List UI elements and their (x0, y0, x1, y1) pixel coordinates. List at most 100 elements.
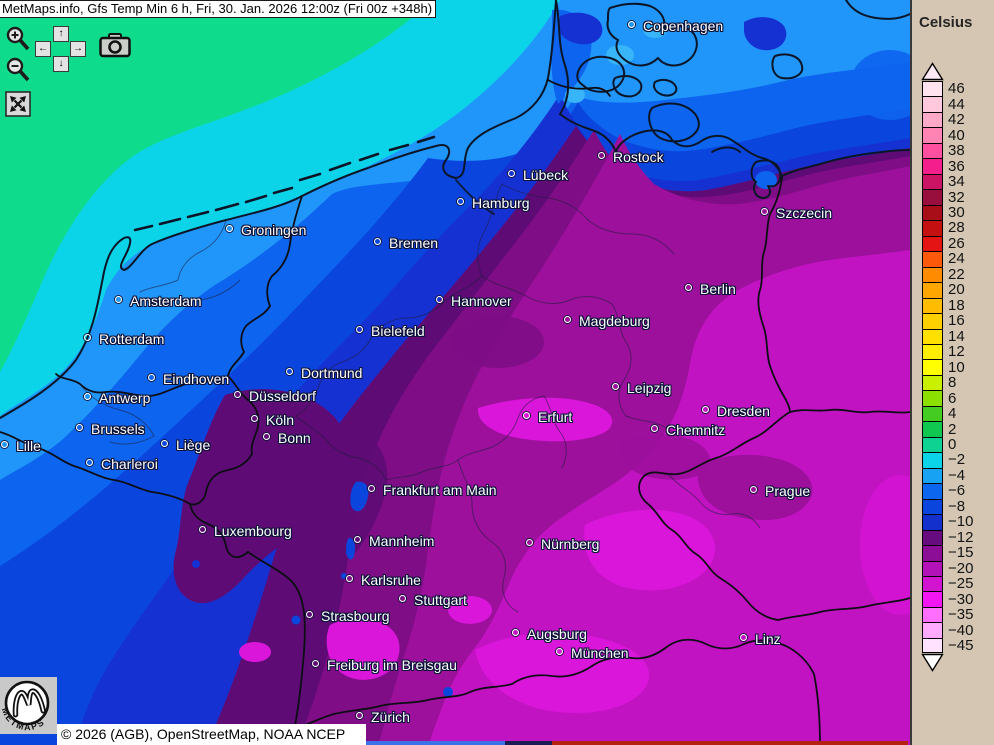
attribution-bar: © 2026 (AGB), OpenStreetMap, NOAA NCEP (57, 724, 366, 745)
legend-entry: 44 (922, 95, 973, 113)
legend-value-label: 8 (948, 374, 957, 392)
legend-value-label: −45 (948, 637, 974, 655)
legend-value-label: 26 (948, 234, 965, 252)
legend-value-label: −6 (948, 482, 966, 500)
legend-value-label: 42 (948, 111, 965, 129)
legend-color-swatch (922, 606, 943, 623)
legend-color-swatch (922, 266, 943, 283)
legend-color-swatch (922, 529, 943, 546)
legend-entry: 4 (922, 405, 973, 422)
legend-value-label: −15 (948, 544, 974, 562)
legend-color-swatch (922, 142, 943, 159)
zoom-in-button[interactable] (5, 25, 33, 59)
legend-value-label: 28 (948, 219, 965, 237)
legend-title: Celsius (919, 14, 973, 31)
legend-color-swatch (922, 514, 943, 530)
metmaps-logo[interactable]: METMAPS (0, 677, 57, 734)
legend-color-swatch (922, 560, 943, 576)
bottom-edge-strip-dark (505, 741, 552, 745)
legend-color-swatch (922, 189, 943, 205)
legend-value-label: −35 (948, 606, 974, 624)
legend-color-swatch (922, 328, 943, 344)
legend-color-swatch (922, 591, 943, 607)
legend-value-label: 30 (948, 203, 965, 221)
legend-value-label: 46 (948, 80, 965, 98)
legend-color-swatch (922, 173, 943, 190)
metmaps-logo-icon: METMAPS (0, 680, 50, 732)
bottom-edge-strip-red (552, 741, 908, 745)
legend-color-swatch (922, 81, 943, 97)
legend-color-swatch (922, 622, 943, 638)
weather-map[interactable]: Copenhagen Rostock Lübeck Hamburg Szczecin Gr… (0, 0, 910, 745)
legend-color-swatch (922, 220, 943, 236)
arrow-up-icon: ↑ (58, 28, 64, 39)
legend-value-label: −30 (948, 590, 974, 608)
legend-entry: −35 (922, 606, 974, 624)
legend-value-label: 18 (948, 296, 965, 314)
legend-entry: 10 (922, 359, 973, 375)
legend-entry: −25 (922, 576, 973, 592)
legend-entry: 16 (922, 312, 973, 330)
legend-color-swatch (922, 498, 943, 515)
legend-sidebar: Celsius 46 44 42 40 38 36 34 32 30 28 26 24 22 20 18 16… (910, 0, 994, 745)
legend-value-label: 32 (948, 188, 965, 206)
temperature-contour-layer (0, 0, 910, 745)
legend-value-label: 12 (948, 343, 965, 361)
legend-value-label: 6 (948, 389, 957, 407)
legend-arrow-down-icon (921, 653, 944, 672)
legend-entry: −8 (922, 498, 973, 515)
legend-value-label: 0 (948, 436, 957, 454)
legend-value-label: 40 (948, 126, 965, 144)
legend-color-swatch (922, 467, 943, 484)
legend-color-swatch (922, 235, 943, 252)
legend-value-label: −10 (948, 513, 974, 531)
legend-color-swatch (922, 297, 943, 314)
legend-color-swatch (922, 343, 943, 360)
map-title-text: MetMaps.info, Gfs Temp Min 6 h, Fri, 30.… (2, 1, 433, 16)
legend-color-swatch (922, 251, 943, 267)
map-title-bar: MetMaps.info, Gfs Temp Min 6 h, Fri, 30.… (0, 0, 437, 18)
fullscreen-button[interactable] (5, 91, 31, 122)
legend-color-swatch (922, 390, 943, 406)
pan-right-button[interactable]: → (70, 41, 86, 57)
snapshot-button[interactable] (99, 32, 132, 64)
legend-entry: 42 (922, 111, 973, 129)
legend-value-label: 16 (948, 312, 965, 330)
legend-color-swatch (922, 483, 943, 499)
legend-value-label: 22 (948, 265, 965, 283)
legend-value-label: 44 (948, 95, 965, 113)
pan-down-button[interactable]: ↓ (53, 56, 69, 72)
legend-entry: 2 (922, 420, 973, 438)
legend-entry: 22 (922, 265, 973, 283)
legend-entry: −6 (922, 482, 973, 500)
pan-left-button[interactable]: ← (35, 41, 51, 57)
legend-entry: 24 (922, 250, 973, 268)
legend-entry: −4 (922, 466, 973, 484)
legend-entry: 20 (922, 282, 973, 298)
legend-entry: −10 (922, 513, 974, 531)
legend-entry: 6 (922, 389, 973, 407)
legend-value-label: −12 (948, 528, 974, 546)
legend-value-label: 34 (948, 173, 965, 191)
legend-value-label: 24 (948, 250, 965, 268)
legend-color-swatch (922, 313, 943, 329)
legend-value-label: −4 (948, 466, 966, 484)
legend-color-swatch (922, 576, 943, 592)
legend-color-swatch (922, 111, 943, 128)
legend-color-swatch (922, 452, 943, 468)
legend-entry: 26 (922, 234, 973, 252)
legend-value-label: 36 (948, 157, 965, 175)
legend-entry: 28 (922, 219, 973, 237)
attribution-text: © 2026 (AGB), OpenStreetMap, NOAA NCEP (61, 726, 346, 742)
legend-entry: −20 (922, 559, 974, 577)
legend-entry: 12 (922, 343, 973, 361)
bottom-edge-strip-blue (365, 741, 505, 745)
pan-up-button[interactable]: ↑ (53, 26, 69, 42)
legend-value-label: 2 (948, 420, 957, 438)
legend-entry: 0 (922, 436, 973, 454)
legend-value-label: −40 (948, 621, 974, 639)
legend-value-label: −20 (948, 559, 974, 577)
legend-color-swatch (922, 158, 943, 174)
zoom-out-button[interactable] (5, 56, 33, 90)
